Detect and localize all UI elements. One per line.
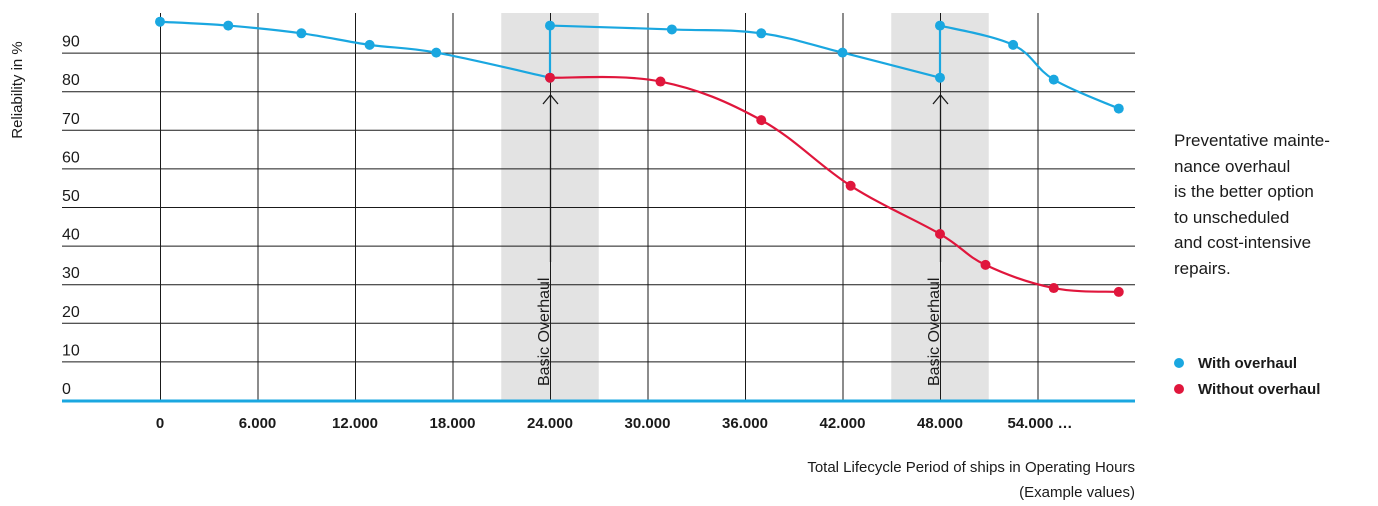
data-point — [545, 20, 555, 31]
x-tick-label: 30.000 — [625, 415, 671, 432]
x-tick-label: 54.000 … — [1008, 415, 1073, 432]
note-line: to unscheduled — [1174, 207, 1290, 227]
data-point — [1048, 74, 1059, 85]
legend-item-without-overhaul: Without overhaul — [1174, 378, 1320, 400]
note-line: nance overhaul — [1174, 156, 1291, 176]
series-line — [549, 75, 1119, 294]
data-point — [935, 72, 945, 83]
y-tick-label: 10 — [62, 342, 80, 359]
data-point — [223, 20, 234, 31]
data-point — [364, 39, 375, 50]
y-tick-label: 70 — [62, 111, 80, 128]
overhaul-label: Basic Overhaul — [926, 278, 943, 387]
x-tick-label: 42.000 — [820, 415, 866, 432]
legend-label: Without overhaul — [1198, 380, 1321, 398]
series-line — [939, 24, 1120, 110]
y-tick-label: 40 — [62, 227, 80, 244]
grid — [62, 13, 1135, 400]
data-point — [296, 28, 307, 39]
data-point — [666, 24, 677, 35]
data-point — [845, 180, 856, 191]
data-point — [1008, 39, 1019, 50]
x-axis-note: (Example values) — [1019, 484, 1135, 501]
data-point — [655, 76, 666, 87]
tick-labels: 0 10 20 30 40 50 60 70 80 90 0 6.000 12.000 18.000 24.… — [62, 34, 1073, 432]
note-line: is the better option — [1174, 182, 1314, 201]
maintenance-note: Preventative mainte- nance overhaul is t… — [1174, 128, 1374, 281]
note-line: and cost-intensive — [1174, 233, 1312, 252]
x-tick-label: 18.000 — [430, 415, 476, 432]
legend-swatch — [1174, 384, 1184, 394]
data-point — [837, 47, 848, 58]
x-tick-label: 24.000 — [527, 415, 573, 432]
data-point — [1113, 286, 1124, 297]
note-line: repairs. — [1174, 258, 1231, 278]
x-axis-label: Total Lifecycle Period of ships in Opera… — [807, 459, 1135, 476]
legend: With overhaul Without overhaul — [1174, 352, 1320, 404]
x-tick-label: 6.000 — [239, 415, 277, 432]
series — [155, 16, 1124, 297]
data-point — [1048, 283, 1059, 294]
data-point — [545, 72, 555, 83]
series-without-overhaul — [545, 72, 1124, 297]
y-tick-label: 20 — [62, 304, 80, 321]
reliability-chart: 0 10 20 30 40 50 60 70 80 90 0 6.000 12.000 18.000 24.… — [9, 13, 1135, 501]
overhaul-arrow-head — [542, 93, 559, 105]
legend-swatch — [1174, 358, 1184, 368]
legend-label: With overhaul — [1198, 354, 1298, 372]
x-tick-label: 36.000 — [722, 415, 768, 432]
x-tick-label: 48.000 — [917, 415, 963, 432]
y-tick-label: 30 — [62, 265, 80, 282]
y-tick-label: 60 — [62, 149, 80, 166]
data-point — [756, 28, 767, 39]
y-axis-label: Reliability in % — [9, 41, 26, 139]
y-tick-label: 50 — [62, 188, 80, 205]
overhaul-arrow-head — [932, 93, 949, 105]
x-tick-label: 0 — [156, 415, 164, 432]
data-point — [155, 16, 165, 27]
data-point — [980, 259, 991, 270]
data-point — [935, 20, 945, 31]
legend-item-with-overhaul: With overhaul — [1174, 352, 1320, 374]
y-tick-label: 90 — [62, 34, 80, 51]
series-with-overhaul — [155, 16, 1124, 114]
overhaul-label: Basic Overhaul — [536, 278, 553, 387]
y-tick-label: 80 — [62, 72, 80, 89]
data-point — [431, 47, 442, 58]
data-point — [1113, 103, 1124, 114]
y-tick-label: 0 — [62, 381, 71, 398]
data-point — [756, 115, 767, 126]
x-tick-label: 12.000 — [332, 415, 378, 432]
note-line: Preventative mainte- — [1174, 131, 1330, 150]
overhaul-annotations: Basic Overhaul Basic Overhaul — [536, 93, 949, 387]
data-point — [935, 229, 945, 240]
